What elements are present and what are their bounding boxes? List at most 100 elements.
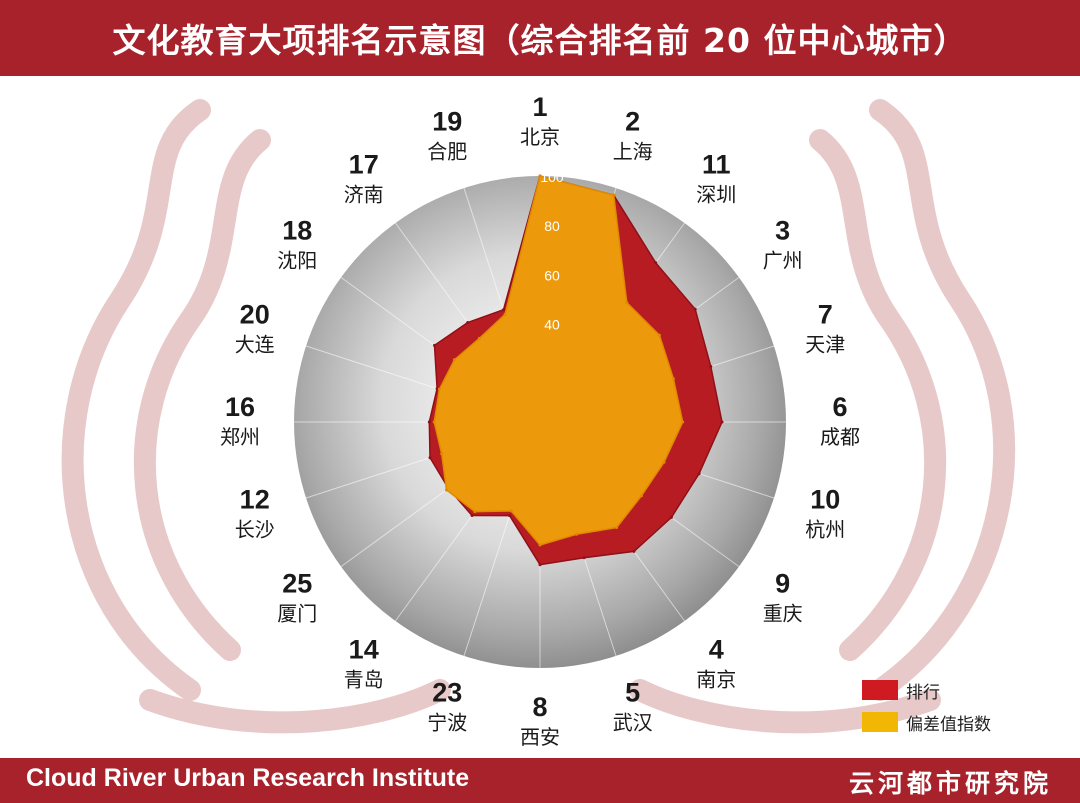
series-index-point — [615, 526, 619, 529]
series-index-point — [662, 460, 666, 464]
series-rank-point — [720, 420, 724, 424]
category-city-label: 沈阳 — [277, 249, 317, 273]
dragon-swirl-0 — [61, 99, 211, 701]
category-rank-label: 16 — [225, 392, 255, 422]
series-index-point — [681, 420, 685, 424]
category-rank-label: 8 — [532, 692, 547, 722]
series-rank-point — [632, 549, 636, 553]
category-city-label: 重庆 — [763, 601, 803, 625]
series-index-point — [538, 543, 542, 547]
category-rank-label: 6 — [832, 392, 847, 422]
dragon-swirl-4 — [139, 679, 451, 734]
radar-series-layer — [427, 174, 724, 567]
series-rank-point — [502, 308, 505, 312]
category-rank-label: 14 — [349, 635, 379, 665]
radial-tick-label: 60 — [544, 267, 560, 283]
series-rank-point — [709, 365, 713, 368]
category-city-label: 大连 — [235, 332, 275, 356]
series-rank-point — [427, 420, 431, 424]
category-rank-label: 25 — [282, 568, 312, 598]
category-rank-label: 11 — [702, 149, 731, 179]
category-city-label: 长沙 — [235, 518, 275, 542]
series-index-point — [657, 333, 661, 337]
category-city-label: 西安 — [520, 725, 560, 749]
footer-org-chinese: 云河都市研究院 — [848, 769, 1052, 798]
radial-tick-label: 80 — [544, 218, 560, 234]
category-rank-label: 5 — [625, 677, 640, 707]
category-rank-label: 18 — [282, 216, 312, 246]
category-city-label: 合肥 — [427, 140, 467, 164]
series-rank-point — [693, 307, 697, 311]
legend-label-rank: 排行 — [906, 682, 940, 703]
category-rank-label: 7 — [818, 299, 833, 329]
series-index-point — [509, 509, 513, 513]
series-index-point — [477, 336, 481, 340]
category-city-label: 青岛 — [344, 668, 384, 692]
category-rank-label: 4 — [709, 635, 724, 665]
series-index-point — [452, 358, 456, 362]
legend-label-index: 偏差值指数 — [906, 714, 991, 735]
category-rank-label: 3 — [775, 216, 790, 246]
category-rank-label: 23 — [432, 677, 462, 707]
category-rank-label: 20 — [240, 299, 270, 329]
category-rank-label: 9 — [775, 568, 790, 598]
legend: 排行 偏差值指数 — [862, 674, 991, 738]
series-index-point — [473, 510, 477, 514]
dragon-swirl-3 — [809, 129, 946, 661]
category-city-label: 广州 — [763, 249, 803, 273]
series-index-point — [612, 193, 616, 197]
series-rank-point — [470, 514, 474, 517]
category-label-layer: 1 北京 2 上海 11 深圳 3 广州 7 天津 6 成都 10 杭州 9 重庆 4 南京 5 武汉 8 西安 23 宁波 1… — [220, 92, 860, 749]
series-index-point — [575, 532, 578, 536]
category-city-label: 郑州 — [220, 425, 260, 449]
series-rank-point — [582, 556, 586, 560]
chart-title: 文化教育大项排名示意图（综合排名前 20 位中心城市） — [112, 21, 968, 60]
series-index-point — [538, 174, 542, 178]
footer-bar: Cloud River Urban Research Institute 云河都… — [0, 758, 1080, 803]
series-rank-point — [435, 387, 439, 391]
legend-swatch-index — [862, 712, 898, 732]
category-rank-label: 12 — [240, 485, 270, 515]
series-rank-point — [428, 456, 432, 460]
series-rank-point — [654, 261, 658, 265]
footer-org-english: Cloud River Urban Research Institute — [26, 764, 470, 792]
radial-tick-label: 40 — [544, 317, 560, 333]
chart-title-bar: 文化教育大项排名示意图（综合排名前 20 位中心城市） — [0, 0, 1080, 76]
category-city-label: 厦门 — [277, 601, 317, 625]
category-city-label: 宁波 — [427, 710, 467, 734]
series-rank-point — [466, 321, 470, 324]
legend-swatch-rank — [862, 680, 898, 700]
series-index-point — [503, 312, 507, 316]
category-city-label: 上海 — [613, 140, 653, 164]
legend-item-index: 偏差值指数 — [862, 706, 991, 738]
category-rank-label: 19 — [432, 107, 462, 137]
category-city-label: 天津 — [805, 332, 845, 356]
category-rank-label: 17 — [349, 149, 379, 179]
series-index-point — [640, 494, 643, 498]
legend-item-rank: 排行 — [862, 674, 991, 706]
dragon-swirl-1 — [134, 129, 271, 661]
series-index-point — [625, 301, 629, 305]
category-city-label: 北京 — [520, 125, 560, 149]
series-rank-point — [538, 563, 542, 567]
category-city-label: 深圳 — [696, 182, 736, 206]
category-rank-label: 2 — [625, 107, 640, 137]
series-rank-point — [669, 515, 673, 519]
series-index-point — [445, 488, 448, 492]
series-rank-point — [508, 514, 512, 518]
radial-tick-label: 100 — [540, 169, 564, 185]
series-index-point — [440, 452, 444, 456]
radial-tick-layer: 40 60 80 100 — [540, 169, 564, 333]
series-index-point — [671, 377, 675, 381]
category-city-label: 杭州 — [805, 518, 845, 542]
series-rank-point — [697, 472, 701, 476]
series-index-point — [432, 420, 436, 424]
series-rank-point — [433, 343, 436, 347]
series-index-point — [437, 387, 441, 391]
category-city-label: 济南 — [344, 182, 384, 206]
category-city-label: 武汉 — [613, 710, 653, 734]
dragon-swirl-2 — [869, 99, 1015, 701]
category-city-label: 南京 — [696, 668, 736, 692]
category-rank-label: 10 — [810, 485, 840, 515]
category-rank-label: 1 — [532, 92, 547, 122]
